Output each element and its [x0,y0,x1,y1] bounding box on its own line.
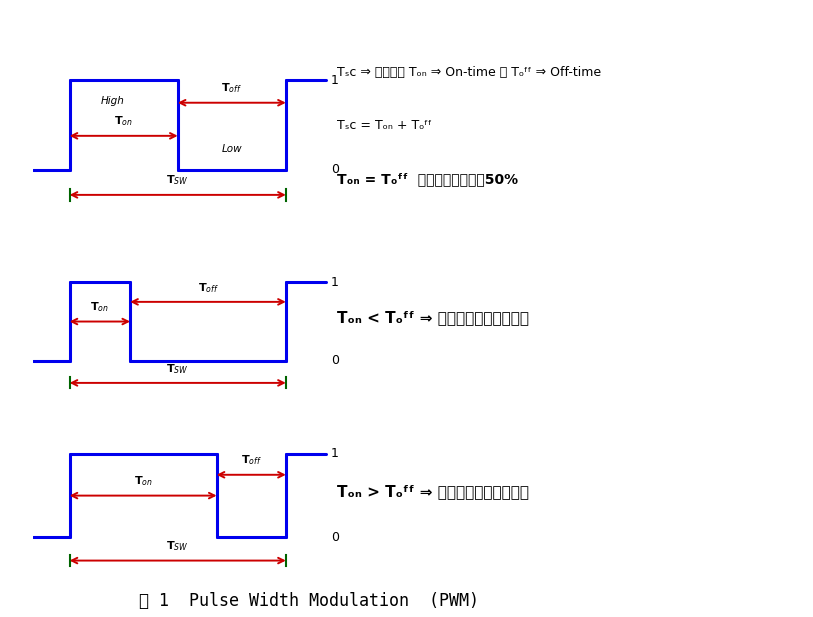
Text: Tₒₙ > Tₒᶠᶠ ⇒ 占空比大或脉冲幅度大: Tₒₙ > Tₒᶠᶠ ⇒ 占空比大或脉冲幅度大 [337,484,529,499]
Text: 1: 1 [331,447,338,460]
Text: T$_{on}$: T$_{on}$ [90,300,109,315]
Text: T$_{off}$: T$_{off}$ [241,453,262,467]
Text: High: High [101,96,124,107]
Text: T$_{off}$: T$_{off}$ [198,281,219,295]
Text: Tₒₙ = Tₒᶠᶠ  的时候，占空比为50%: Tₒₙ = Tₒᶠᶠ 的时候，占空比为50% [337,173,519,187]
Text: T$_{SW}$: T$_{SW}$ [167,362,189,376]
Text: Tₒₙ < Tₒᶠᶠ ⇒ 占空比小或脉冲幅度小: Tₒₙ < Tₒᶠᶠ ⇒ 占空比小或脉冲幅度小 [337,310,529,325]
Text: T$_{SW}$: T$_{SW}$ [167,539,189,553]
Text: Low: Low [221,144,242,154]
Text: Tₛᴄ = Tₒₙ + Tₒᶠᶠ: Tₛᴄ = Tₒₙ + Tₒᶠᶠ [337,120,433,133]
Text: 0: 0 [331,354,339,367]
Text: 0: 0 [331,164,339,176]
Text: T$_{SW}$: T$_{SW}$ [167,173,189,187]
Text: T$_{on}$: T$_{on}$ [133,474,153,488]
Text: 1: 1 [331,276,338,289]
Text: Tₛᴄ ⇒ 一周期， Tₒₙ ⇒ On-time ， Tₒᶠᶠ ⇒ Off-time: Tₛᴄ ⇒ 一周期， Tₒₙ ⇒ On-time ， Tₒᶠᶠ ⇒ Off-ti… [337,66,602,79]
Text: T$_{off}$: T$_{off}$ [221,81,242,94]
Text: 1: 1 [331,74,338,87]
Text: T$_{on}$: T$_{on}$ [115,114,133,128]
Text: 0: 0 [331,531,339,544]
Text: 图 1  Pulse Width Modulation  (PWM): 图 1 Pulse Width Modulation (PWM) [139,592,479,610]
